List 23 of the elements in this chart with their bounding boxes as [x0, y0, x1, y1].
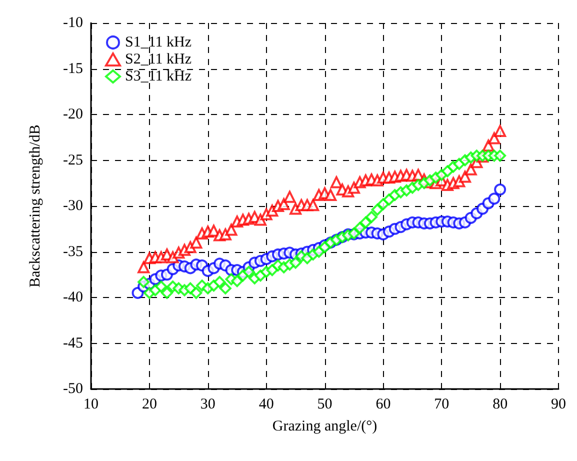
legend-label: S2_11 kHz	[125, 52, 192, 68]
legend-label: S1_11 kHz	[125, 34, 192, 50]
y-tick-label: -45	[63, 335, 83, 352]
x-tick-label: 50	[317, 396, 332, 412]
x-tick-label: 30	[200, 396, 216, 412]
x-axis-title: Grazing angle/(°)	[272, 418, 378, 434]
y-tick-label: -30	[63, 198, 83, 214]
y-tick-label: -40	[63, 290, 83, 306]
x-tick-label: 90	[551, 396, 566, 412]
x-tick-label: 70	[434, 396, 450, 412]
y-tick-label: -35	[63, 244, 83, 260]
x-tick-label: 40	[258, 396, 274, 412]
y-tick-label: -10	[63, 15, 83, 31]
y-tick-label: -25	[63, 152, 83, 168]
x-tick-label: 20	[142, 396, 157, 412]
y-axis-title: Backscattering strength/dB	[28, 124, 44, 288]
y-tick-label: -15	[63, 60, 83, 77]
legend-label: S3_11 kHz	[125, 68, 192, 84]
x-tick-label: 60	[376, 396, 391, 412]
x-tick-label: 80	[492, 396, 508, 412]
x-tick-label: 10	[84, 396, 98, 412]
y-tick-label: -50	[63, 381, 83, 397]
y-tick-label: -20	[63, 106, 83, 122]
